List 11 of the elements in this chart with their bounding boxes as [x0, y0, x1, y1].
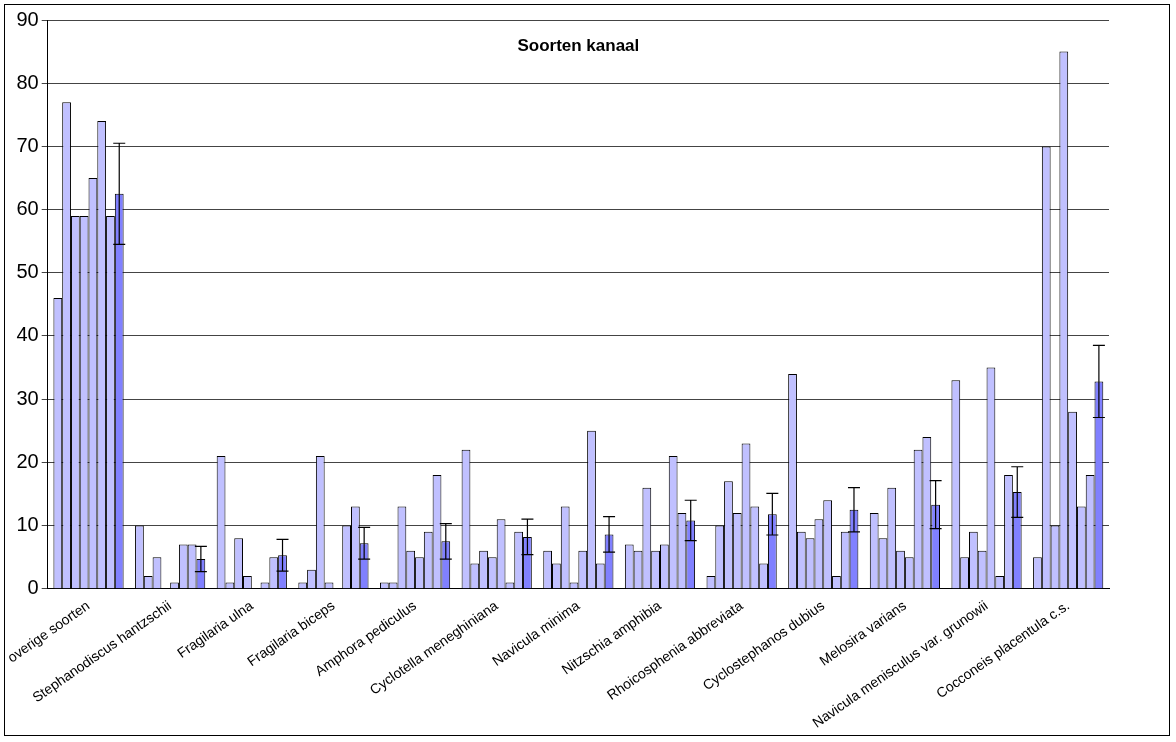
- y-tick-label: 80: [16, 70, 39, 93]
- y-tick-label: 60: [16, 197, 39, 220]
- y-tick-label: 30: [16, 386, 39, 409]
- y-tick-label: 20: [16, 449, 39, 472]
- y-tick-label: 10: [16, 513, 39, 536]
- y-tick-label: 40: [16, 323, 39, 346]
- text: Soorten kanaal: [517, 35, 640, 55]
- y-tick-label: 50: [16, 260, 39, 283]
- y-tick-label: 90: [16, 7, 39, 30]
- y-tick-label: 70: [16, 133, 39, 156]
- y-tick-label: 0: [27, 576, 39, 599]
